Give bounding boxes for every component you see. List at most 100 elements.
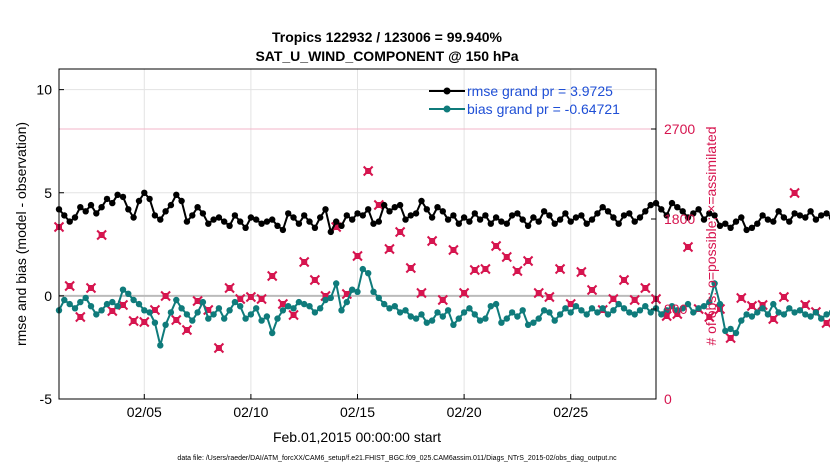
rmse-point bbox=[210, 216, 217, 223]
y-tick-label: 10 bbox=[36, 82, 52, 98]
rmse-point bbox=[301, 212, 308, 219]
bias-point bbox=[631, 311, 638, 318]
obs-marker-x bbox=[469, 264, 480, 276]
x-tick-label: 02/10 bbox=[233, 404, 268, 420]
rmse-point bbox=[631, 218, 638, 225]
rmse-point bbox=[466, 218, 473, 225]
rmse-point bbox=[221, 218, 228, 225]
obs-marker-x bbox=[490, 240, 502, 252]
rmse-point bbox=[759, 212, 766, 219]
obs-marker-x bbox=[245, 291, 257, 303]
obs-marker-x bbox=[586, 284, 598, 296]
obs-point bbox=[426, 235, 438, 247]
obs-marker-x bbox=[437, 294, 448, 306]
obs-marker-x bbox=[522, 255, 534, 267]
obs-point bbox=[448, 244, 459, 256]
rmse-point bbox=[546, 212, 553, 219]
rmse-point bbox=[460, 214, 468, 221]
obs-marker-x bbox=[298, 256, 310, 268]
bias-point bbox=[237, 303, 244, 310]
rmse-point bbox=[402, 216, 409, 223]
bias-point bbox=[455, 315, 462, 322]
bias-point bbox=[306, 303, 313, 310]
obs-point bbox=[309, 274, 321, 286]
bias-point bbox=[215, 305, 223, 312]
bias-point bbox=[588, 305, 596, 312]
rmse-point bbox=[253, 216, 260, 223]
obs-marker-x bbox=[309, 274, 321, 286]
bias-point bbox=[381, 300, 388, 308]
rmse-point bbox=[642, 208, 649, 215]
rmse-point bbox=[87, 201, 95, 209]
rmse-point bbox=[684, 214, 692, 221]
obs-point bbox=[245, 291, 257, 303]
rmse-point bbox=[503, 220, 510, 227]
obs-point bbox=[394, 226, 406, 238]
bias-point bbox=[748, 313, 756, 320]
obs-marker-x bbox=[554, 263, 566, 275]
bias-point bbox=[87, 303, 95, 310]
rmse-point bbox=[285, 210, 292, 217]
obs-point bbox=[437, 294, 448, 306]
rmse-point bbox=[151, 212, 159, 219]
rmse-point bbox=[423, 206, 430, 213]
rmse-point bbox=[807, 208, 814, 215]
obs-point bbox=[405, 262, 417, 274]
bias-point bbox=[636, 307, 644, 314]
obs-marker-x bbox=[139, 316, 150, 328]
obs-point bbox=[160, 290, 171, 302]
rmse-point bbox=[71, 214, 79, 221]
rmse-point bbox=[365, 206, 372, 213]
bias-point bbox=[508, 309, 516, 316]
bias-point bbox=[466, 305, 473, 312]
bias-point bbox=[103, 300, 111, 308]
rmse-point bbox=[524, 222, 532, 229]
bias-point bbox=[247, 311, 255, 318]
chart-subtitle: SAT_U_WIND_COMPONENT @ 150 hPa bbox=[255, 48, 518, 64]
bias-point bbox=[695, 305, 702, 312]
bias-point bbox=[556, 311, 564, 318]
bias-point bbox=[189, 317, 196, 324]
obs-point bbox=[586, 284, 598, 296]
bias-point bbox=[642, 303, 649, 310]
bias-point bbox=[498, 319, 505, 326]
bias-point bbox=[530, 319, 537, 326]
bias-point bbox=[791, 309, 798, 316]
rmse-point bbox=[818, 212, 825, 219]
obs-point bbox=[288, 309, 299, 321]
bias-point bbox=[301, 300, 308, 308]
rmse-point bbox=[556, 216, 564, 223]
obs-marker-x bbox=[416, 287, 427, 299]
obs-point bbox=[800, 299, 811, 311]
bias-point bbox=[418, 311, 425, 318]
rmse-point bbox=[690, 210, 697, 217]
rmse-point bbox=[66, 218, 73, 225]
rmse-point bbox=[482, 212, 489, 219]
obs-marker-x bbox=[789, 187, 800, 199]
rmse-point bbox=[679, 208, 686, 215]
obs-marker-x bbox=[75, 311, 86, 323]
bias-point bbox=[434, 309, 441, 316]
bias-point bbox=[82, 294, 89, 302]
bias-point bbox=[540, 307, 548, 314]
bias-point bbox=[333, 280, 340, 287]
obs-marker-x bbox=[501, 251, 512, 263]
bias-point bbox=[786, 305, 793, 312]
rmse-point bbox=[439, 208, 446, 215]
rmse-point bbox=[540, 208, 548, 215]
rmse-point bbox=[386, 208, 393, 215]
rmse-point bbox=[157, 216, 164, 223]
rmse-point bbox=[695, 206, 702, 213]
rmse-point bbox=[178, 197, 185, 205]
obs-point bbox=[544, 291, 555, 303]
rmse-point bbox=[162, 208, 169, 215]
bias-point bbox=[583, 311, 590, 318]
obs-point bbox=[224, 282, 235, 294]
bias-point bbox=[690, 309, 697, 316]
bias-point bbox=[487, 303, 494, 310]
rmse-point bbox=[93, 210, 100, 217]
bias-point bbox=[407, 313, 414, 320]
obs-marker-x bbox=[362, 165, 374, 177]
rmse-point bbox=[359, 212, 366, 219]
